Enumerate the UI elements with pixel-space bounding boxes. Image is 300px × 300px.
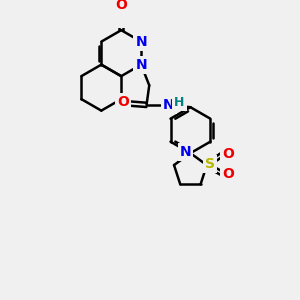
- Text: O: O: [222, 167, 234, 181]
- Text: N: N: [135, 35, 147, 49]
- Text: S: S: [205, 157, 215, 171]
- Text: N: N: [135, 58, 147, 72]
- Text: N: N: [163, 98, 175, 112]
- Text: N: N: [180, 145, 191, 159]
- Text: O: O: [117, 95, 129, 109]
- Text: H: H: [174, 96, 184, 109]
- Text: O: O: [115, 0, 127, 12]
- Text: O: O: [222, 147, 234, 161]
